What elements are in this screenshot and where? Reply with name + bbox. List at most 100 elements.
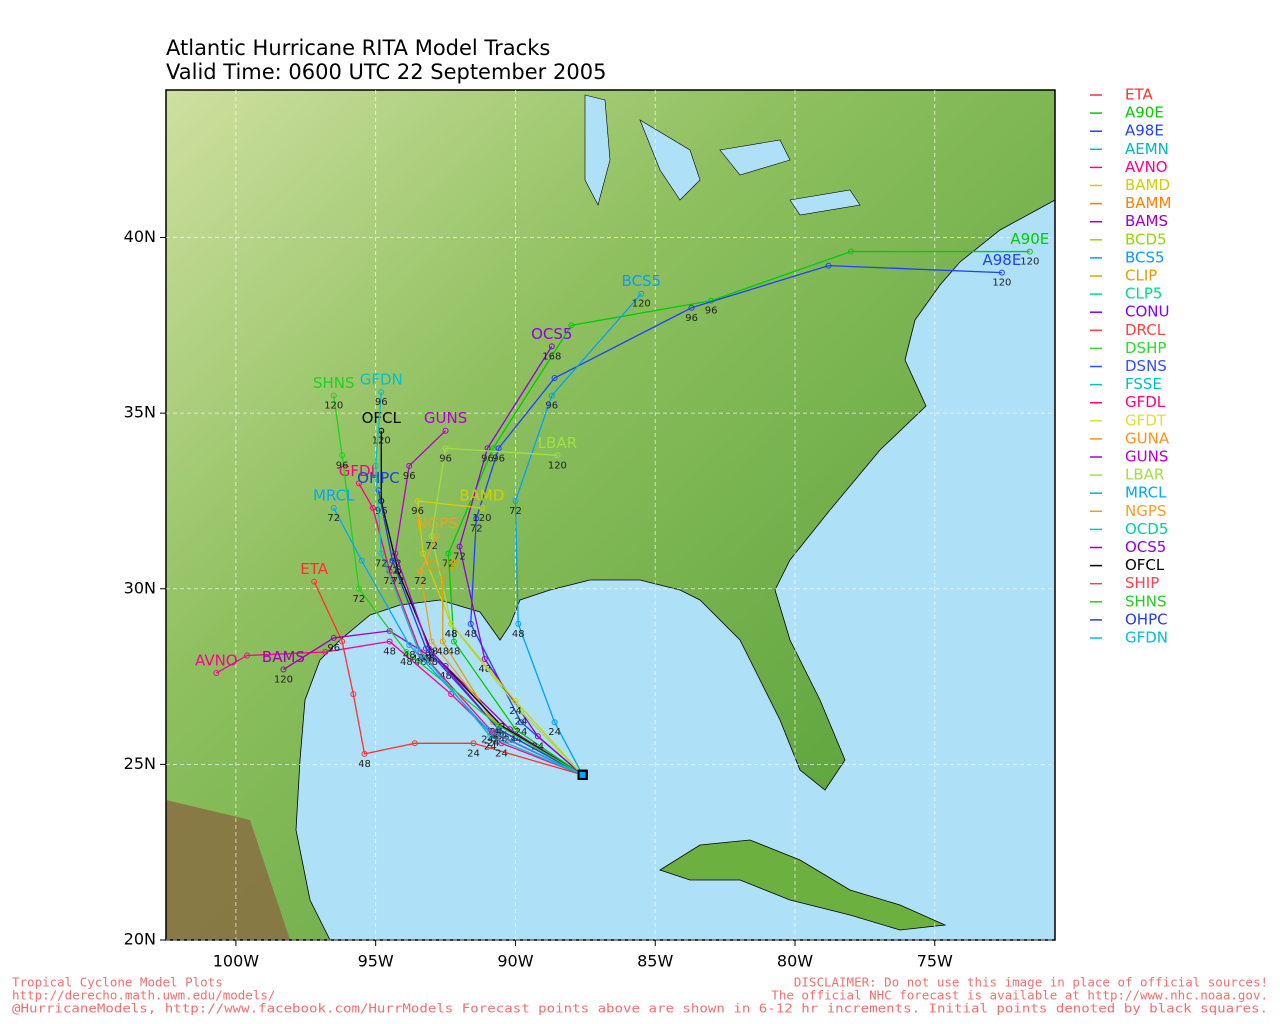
footer-right: The official NHC forecast is available a… (771, 988, 1268, 1003)
forecast-point (369, 504, 376, 511)
forecast-point (998, 269, 1005, 276)
forecast-point (355, 480, 362, 487)
track-label: CLIP (427, 557, 459, 575)
legend-label: AVNO (1125, 158, 1168, 176)
forecast-point (518, 719, 525, 726)
lat-tick-label: 30N (124, 578, 156, 597)
legend-label: A98E (1125, 122, 1164, 140)
forecast-point (386, 568, 393, 575)
forecast-hour: 48 (403, 650, 416, 661)
legend-label: BAMM (1125, 194, 1171, 212)
forecast-point (445, 550, 452, 557)
forecast-point (448, 620, 455, 627)
forecast-point (484, 726, 491, 733)
legend-label: LBAR (1125, 466, 1164, 484)
forecast-point (473, 515, 480, 522)
forecast-hour: 24 (467, 748, 480, 759)
track-line (375, 392, 583, 776)
lon-tick-label: 75W (917, 952, 953, 971)
track-line (215, 640, 583, 776)
forecast-hour: 72 (383, 576, 396, 587)
forecast-hour: 72 (327, 513, 340, 524)
north-america (166, 90, 1055, 940)
forecast-point (1026, 248, 1033, 255)
forecast-point (534, 733, 541, 740)
forecast-point (512, 698, 519, 705)
forecast-hour: 120 (274, 675, 293, 686)
legend-label: ETA (1125, 86, 1153, 104)
lon-tick-label: 80W (777, 952, 813, 971)
forecast-hour: 96 (327, 643, 340, 654)
forecast-point (442, 427, 449, 434)
legend-label: BCS5 (1125, 248, 1165, 266)
forecast-point (330, 504, 337, 511)
forecast-hour: 72 (414, 576, 427, 587)
forecast-hour: 24 (515, 727, 528, 738)
footer-left: http://derecho.math.uwm.edu/models/ (12, 988, 275, 1003)
legend-label: GUNA (1125, 429, 1170, 447)
forecast-hour: 120 (472, 513, 491, 524)
lon-tick-label: 95W (358, 952, 394, 971)
forecast-point (450, 638, 457, 645)
forecast-hour: 48 (445, 629, 458, 640)
forecast-point (512, 497, 519, 504)
legend-label: DRCL (1125, 321, 1166, 339)
forecast-point (350, 691, 357, 698)
forecast-point (378, 550, 385, 557)
forecast-point (386, 638, 393, 645)
forecast-hour: 24 (495, 748, 508, 759)
track-label: NGPS (416, 515, 457, 533)
lat-tick-label: 40N (124, 227, 156, 246)
forecast-point (495, 726, 502, 733)
lat-tick-label: 35N (124, 403, 156, 422)
legend-label: CLIP (1125, 267, 1157, 285)
lakes (584, 94, 861, 216)
forecast-point (355, 585, 362, 592)
forecast-point (518, 708, 525, 715)
forecast-hour: 24 (509, 734, 522, 745)
legend-label: AEMN (1125, 140, 1169, 158)
legend-label: GFDN (1125, 629, 1168, 647)
forecast-hour: 96 (492, 453, 505, 464)
track-label: GFDL (339, 462, 380, 480)
forecast-hour: 72 (392, 576, 405, 587)
forecast-point (515, 620, 522, 627)
track-label: MRCL (313, 486, 355, 504)
forecast-hour: 48 (464, 629, 477, 640)
legend-label: OFCL (1125, 556, 1165, 574)
mexico-highlands (166, 800, 290, 940)
forecast-hour: 120 (372, 436, 391, 447)
forecast-hour: 48 (383, 646, 396, 657)
forecast-hour: 120 (992, 278, 1011, 289)
legend-label: GFDT (1125, 411, 1167, 429)
legend-label: OCS5 (1125, 538, 1166, 556)
forecast-hour: 24 (481, 734, 494, 745)
forecast-point (470, 740, 477, 747)
forecast-hour: 120 (1020, 257, 1039, 268)
track-line (333, 395, 583, 776)
track-label: BAMS (262, 648, 305, 666)
forecast-hour: 24 (509, 706, 522, 717)
track-label: BAMD (459, 486, 504, 504)
forecast-point (372, 462, 379, 469)
forecast-point (548, 343, 555, 350)
forecast-point (375, 487, 382, 494)
track-label: SHNS (313, 374, 355, 392)
forecast-point (825, 262, 832, 269)
forecast-point (442, 445, 449, 452)
track-label: A98E (982, 251, 1021, 269)
forecast-hour: 72 (442, 559, 455, 570)
forecast-point (330, 634, 337, 641)
forecast-point (414, 497, 421, 504)
forecast-point (428, 638, 435, 645)
forecast-point (406, 641, 413, 648)
forecast-point (439, 575, 446, 582)
forecast-point (322, 648, 329, 655)
forecast-point (414, 645, 421, 652)
forecast-hour: 96 (375, 506, 388, 517)
forecast-hour: 96 (705, 306, 718, 317)
subtitle: Valid Time: 0600 UTC 22 September 2005 (166, 60, 606, 84)
forecast-hour: 48 (448, 646, 461, 657)
track-label: OFCL (362, 409, 402, 427)
legend-label: BAMS (1125, 212, 1168, 230)
